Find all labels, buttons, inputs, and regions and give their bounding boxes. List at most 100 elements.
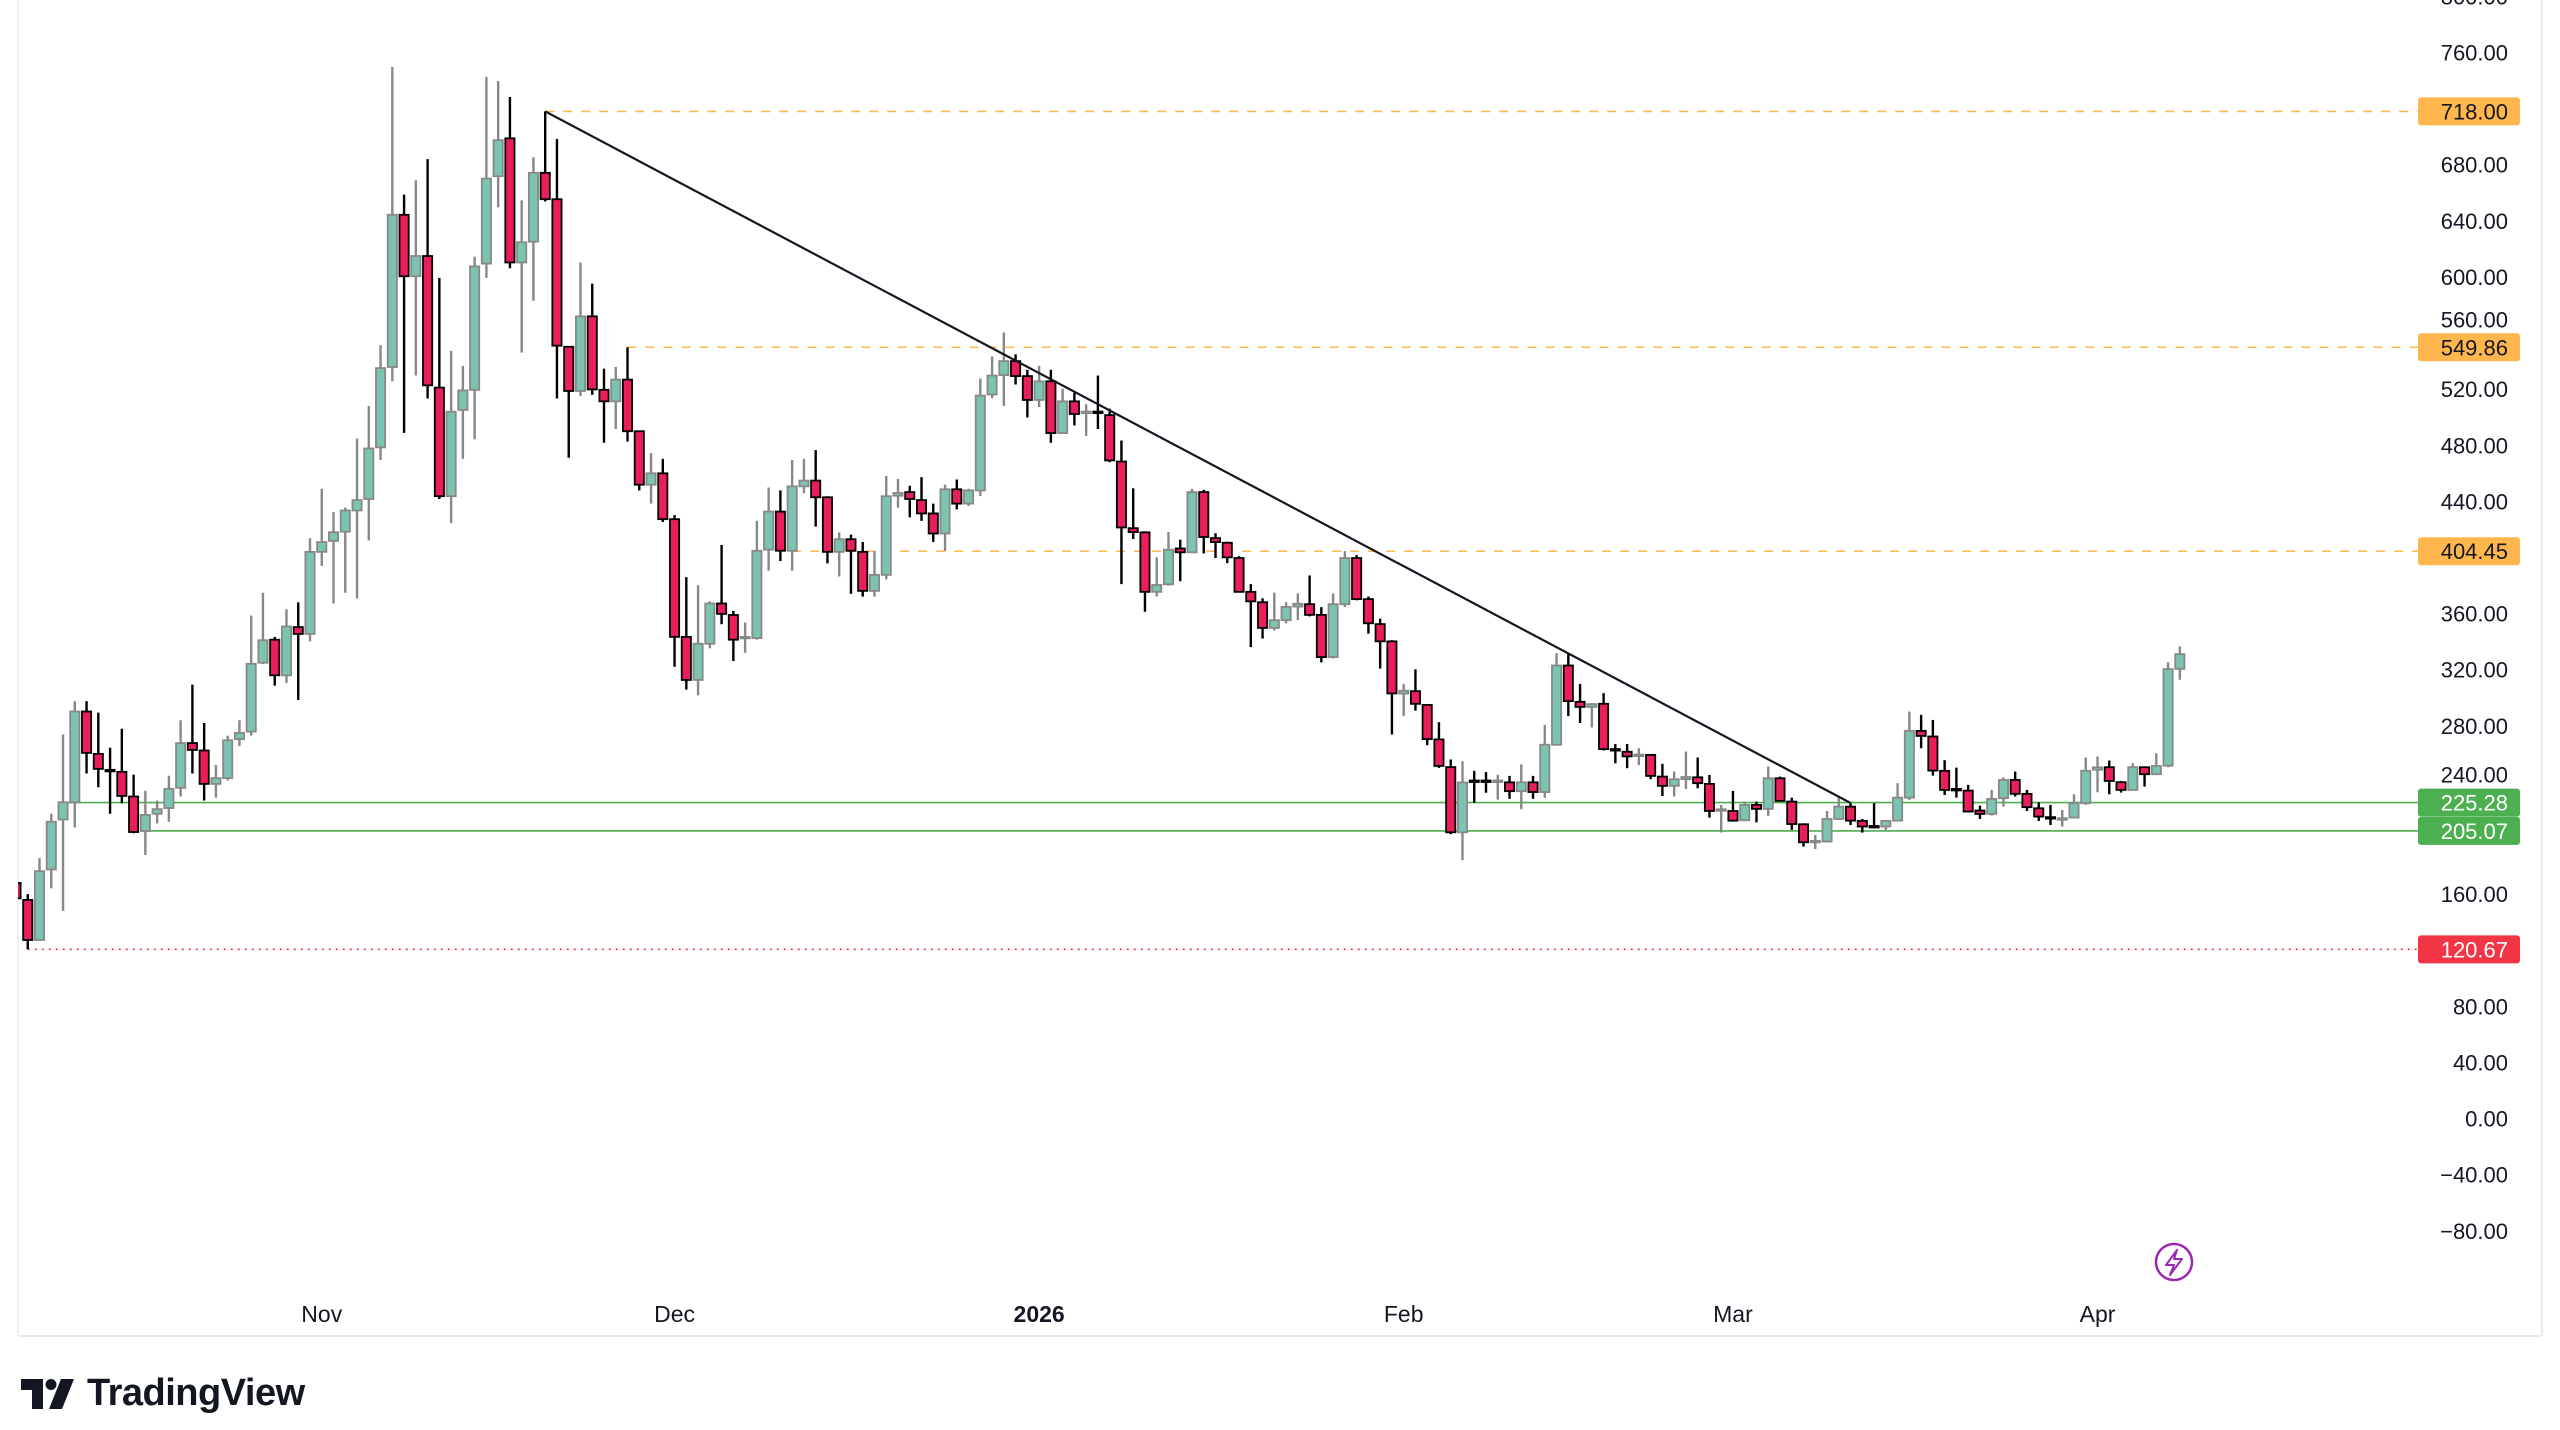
price-levels: [27, 110, 2418, 951]
candle-down: [727, 610, 739, 662]
candle-up: [1456, 761, 1468, 861]
candle-down: [669, 515, 681, 667]
price-tick-label: 240.00: [2441, 763, 2508, 788]
candle-body: [610, 378, 622, 403]
candle-body: [622, 378, 634, 433]
candle-body: [2092, 766, 2104, 771]
candle-up: [1715, 804, 1727, 833]
candle-body: [1809, 839, 1821, 844]
candle-down: [104, 747, 116, 814]
candle-down: [916, 477, 928, 521]
candle-up: [2127, 763, 2139, 791]
candle-down: [1092, 375, 1104, 429]
price-tick-label: 800.00: [2441, 0, 2508, 9]
candle-down: [1245, 584, 1257, 648]
candle-down: [1257, 598, 1269, 639]
plot-area[interactable]: [11, 67, 2418, 951]
candle-body: [469, 265, 481, 391]
candle-body: [422, 255, 434, 387]
candle-body: [257, 639, 269, 664]
candle-body: [786, 485, 798, 552]
candle-body: [1468, 779, 1480, 783]
candle-down: [845, 534, 857, 594]
candle-down: [1210, 533, 1222, 559]
price-axis[interactable]: 800.00 760.00 680.00 640.00 600.00 560.00 520.…: [2440, 0, 2508, 1244]
candle-up: [1186, 489, 1198, 554]
candle-up: [57, 734, 69, 911]
candle-down: [292, 602, 304, 701]
badge-background: [2418, 537, 2520, 566]
price-tick-label: 320.00: [2441, 658, 2508, 683]
candle-up: [527, 157, 539, 301]
lightning-icon: [2165, 1249, 2183, 1276]
candle-up: [516, 200, 528, 353]
candle-down: [128, 774, 140, 834]
time-tick-label: Mar: [1713, 1301, 1753, 1327]
candle-body: [1280, 605, 1292, 622]
candle-down: [1939, 760, 1951, 795]
price-tick-label: 520.00: [2441, 377, 2508, 402]
candle-body: [2021, 792, 2033, 809]
candle-body: [1092, 410, 1104, 414]
price-level-badge: 404.45: [2418, 537, 2520, 566]
candle-up: [739, 622, 751, 653]
candle-up: [175, 720, 187, 797]
candle-body: [574, 315, 586, 392]
candle-body: [492, 139, 504, 178]
candle-body: [186, 742, 198, 751]
candle-up: [469, 256, 481, 440]
candle-body: [739, 635, 751, 640]
candle-body: [1504, 781, 1516, 793]
candle-body: [2044, 816, 2056, 820]
badge-label: 549.86: [2441, 335, 2508, 360]
candle-down: [422, 159, 434, 399]
candle-body: [1621, 750, 1633, 758]
candle-down: [2103, 760, 2115, 795]
candle-body: [1409, 690, 1421, 705]
tradingview-logo[interactable]: TradingView: [21, 1372, 305, 1415]
candle-body: [1562, 664, 1574, 703]
candle-down: [1409, 669, 1421, 711]
candle-up: [1762, 766, 1774, 816]
candle-down: [398, 194, 410, 433]
candle-body: [34, 870, 46, 941]
candle-up: [986, 356, 998, 399]
candle-body: [633, 430, 645, 486]
candle-body: [1645, 753, 1657, 777]
lightning-button[interactable]: [2154, 1242, 2194, 1282]
candle-body: [1374, 623, 1386, 643]
candle-down: [774, 490, 786, 561]
candle-down: [927, 503, 939, 543]
candle-body: [1386, 640, 1398, 695]
candle-body: [1880, 820, 1892, 828]
candle-down: [586, 283, 598, 395]
candle-body: [1609, 748, 1621, 752]
candle-up: [610, 366, 622, 429]
candle-body: [1927, 735, 1939, 772]
price-tick-label: 600.00: [2441, 265, 2508, 290]
candle-down: [81, 701, 93, 774]
candle-body: [1139, 531, 1151, 593]
candle-down: [433, 277, 445, 499]
candle-up: [222, 735, 234, 781]
trendline-layer[interactable]: [544, 110, 1852, 804]
candle-down: [1127, 488, 1139, 539]
candle-down: [22, 894, 34, 950]
candle-down: [2009, 771, 2021, 797]
candle-body: [986, 374, 998, 396]
price-tick-label: 40.00: [2453, 1050, 2508, 1075]
time-axis[interactable]: Nov Dec 2026 Feb Mar Apr: [301, 1301, 2115, 1327]
candle-body: [1786, 800, 1798, 825]
candle-up: [939, 484, 951, 551]
candle-body: [1703, 782, 1715, 812]
candle-up: [574, 262, 586, 397]
candle-down: [198, 723, 210, 801]
candle-body: [1292, 602, 1304, 608]
price-level-badges: 718.00 549.86 404.45 225.28 205.07 120.67: [2418, 97, 2520, 964]
candle-down: [1598, 693, 1610, 751]
candle-down: [551, 138, 563, 399]
candle-down: [1727, 790, 1739, 822]
price-level-badge: 549.86: [2418, 333, 2520, 362]
candle-body: [2162, 668, 2174, 767]
